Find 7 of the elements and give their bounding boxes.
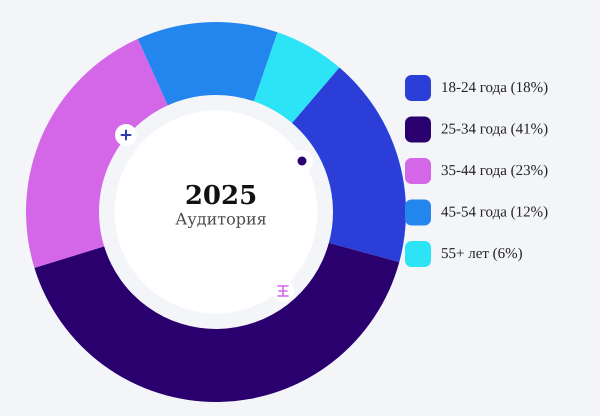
legend-label: 35-44 года (23%) [441,163,548,179]
legend-label: 45-54 года (12%) [441,204,548,220]
text: 2025 [184,181,258,211]
legend-label: 18-24 года (18%) [441,80,548,96]
legend-label: 25-34 года (41%) [441,122,548,138]
text: Аудитория [175,210,267,228]
legend-label: 55+ лет (6%) [441,246,523,262]
